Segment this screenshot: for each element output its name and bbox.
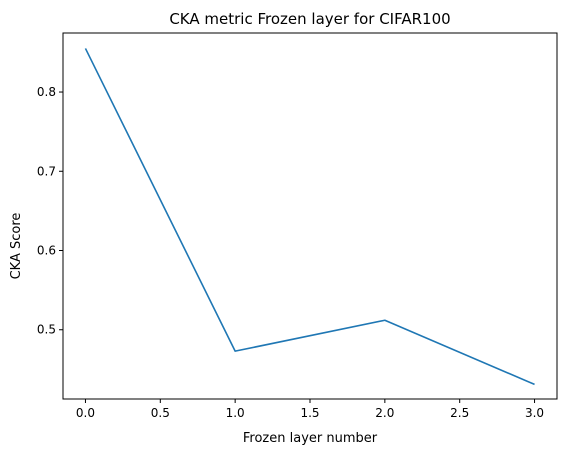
y-axis-label: CKA Score bbox=[9, 213, 24, 280]
x-tick-label: 1.5 bbox=[300, 406, 319, 420]
x-axis-label: Frozen layer number bbox=[243, 431, 378, 446]
plot-frame bbox=[62, 32, 558, 400]
axis-ticks: 0.0 0.5 1.0 1.5 2.0 2.5 3.0 0.5 0.6 0.7 0.8 bbox=[37, 85, 544, 420]
x-tick-label: 1.0 bbox=[226, 406, 245, 420]
y-tick-label: 0.5 bbox=[37, 323, 56, 337]
y-tick-label: 0.7 bbox=[37, 164, 56, 178]
chart-title: CKA metric Frozen layer for CIFAR100 bbox=[169, 10, 450, 28]
x-tick-label: 3.0 bbox=[525, 406, 544, 420]
y-tick-label: 0.8 bbox=[37, 85, 56, 99]
x-tick-label: 0.5 bbox=[151, 406, 170, 420]
y-tick-label: 0.6 bbox=[37, 244, 56, 258]
series-group bbox=[84, 48, 535, 386]
x-tick-label: 0.0 bbox=[76, 406, 95, 420]
series-line bbox=[84, 48, 535, 386]
x-tick-label: 2.5 bbox=[450, 406, 469, 420]
x-tick-label: 2.0 bbox=[375, 406, 394, 420]
